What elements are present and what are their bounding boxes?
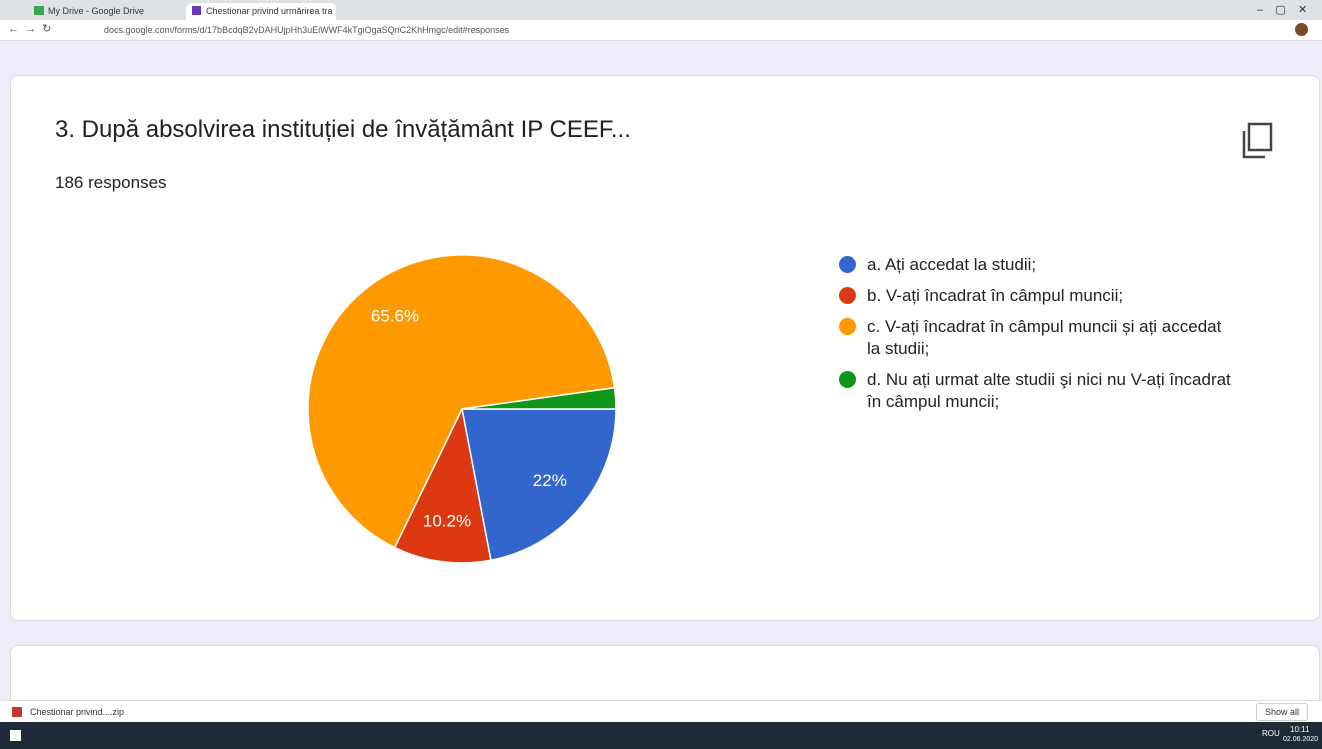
address-bar: ← → ↻ docs.google.com/forms/d/17bBcdqB2v… [0, 20, 1322, 41]
tab[interactable]: Chestionar privind urmărirea tra [186, 3, 336, 20]
legend-swatch [839, 256, 856, 273]
profile-icon[interactable] [1295, 23, 1308, 36]
taskbar: ROU 10:11 02.06.2020 [0, 722, 1322, 749]
chart-card: 3. După absolvirea instituției de învăță… [10, 75, 1320, 621]
download-file[interactable]: Chestionar privind....zip [30, 707, 124, 717]
legend-entry: b. V-ați încadrat în câmpul muncii; [839, 285, 1239, 307]
pie-chart: 22% 10.2% 65.6% [11, 76, 811, 616]
clock-date: 02.06.2020 [1283, 736, 1318, 743]
file-icon [12, 707, 22, 717]
nav-buttons[interactable]: ← → ↻ [8, 22, 51, 35]
legend-entry: d. Nu ați urmat alte studii şi nici nu V… [839, 369, 1239, 413]
url[interactable]: docs.google.com/forms/d/17bBcdqB2vDAHUjp… [104, 23, 509, 37]
tab-bar: My Drive - Google Drive Chestionar privi… [0, 0, 1322, 20]
start-button[interactable] [10, 730, 21, 741]
legend: a. Ați accedat la studii; b. V-ați încadr… [839, 254, 1239, 422]
legend-label: b. V-ați încadrat în câmpul muncii; [867, 286, 1123, 305]
legend-swatch [839, 318, 856, 335]
legend-entry: a. Ați accedat la studii; [839, 254, 1239, 276]
legend-entry: c. V-ați încadrat în câmpul muncii și aț… [839, 316, 1239, 360]
legend-swatch [839, 371, 856, 388]
legend-label: c. V-ați încadrat în câmpul muncii și aț… [867, 317, 1221, 358]
show-all-button[interactable]: Show all [1256, 703, 1308, 721]
drive-icon [34, 6, 44, 15]
copy-icon[interactable] [1241, 122, 1275, 160]
forms-icon [192, 6, 201, 15]
slice-label: 65.6% [371, 306, 419, 325]
legend-swatch [839, 287, 856, 304]
tab[interactable]: My Drive - Google Drive [28, 3, 188, 20]
window-controls[interactable]: – ▢ ✕ [1257, 3, 1307, 16]
download-bar: Chestionar privind....zip Show all [0, 700, 1322, 723]
legend-label: d. Nu ați urmat alte studii şi nici nu V… [867, 370, 1231, 411]
slice-label: 10.2% [423, 511, 471, 530]
clock-time: 10:11 [1290, 725, 1309, 734]
legend-label: a. Ați accedat la studii; [867, 255, 1036, 274]
language: ROU [1262, 729, 1280, 738]
page: {"browser": {"tabs": ["My Drive - Google… [0, 0, 1322, 749]
slice-label: 22% [533, 471, 567, 490]
